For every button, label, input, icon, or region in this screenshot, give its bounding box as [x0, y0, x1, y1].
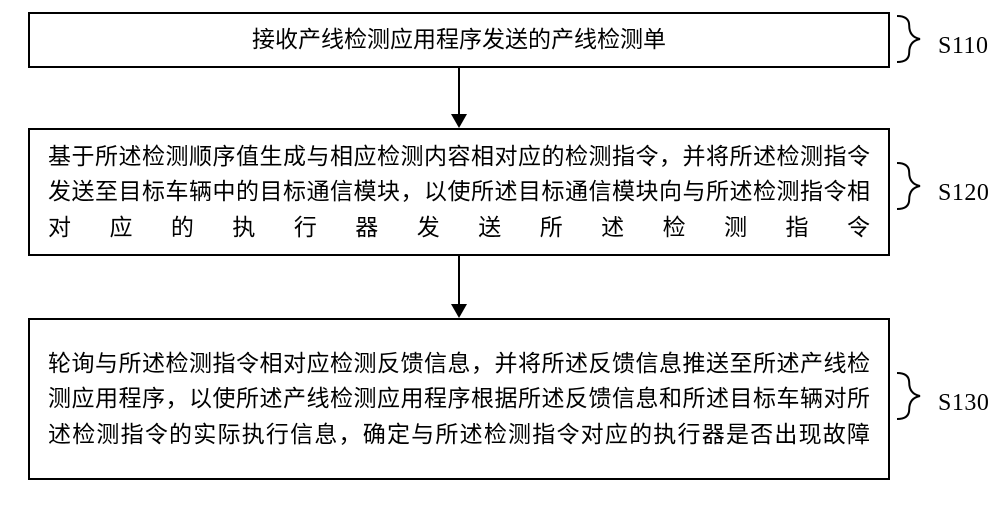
- step-text-s130: 轮询与所述检测指令相对应检测反馈信息，并将所述反馈信息推送至所述产线检测应用程序…: [48, 346, 870, 453]
- step-box-s130: 轮询与所述检测指令相对应检测反馈信息，并将所述反馈信息推送至所述产线检测应用程序…: [28, 318, 890, 480]
- curly-brace-s120: [896, 162, 922, 212]
- step-label-s120: S120: [938, 180, 989, 207]
- step-label-s130: S130: [938, 390, 989, 417]
- flowchart-canvas: 接收产线检测应用程序发送的产线检测单 S110 基于所述检测顺序值生成与相应检测…: [0, 0, 1000, 509]
- curly-brace-s110: [896, 15, 922, 65]
- arrow-s120-s130: [443, 256, 475, 319]
- step-box-s110: 接收产线检测应用程序发送的产线检测单: [28, 12, 890, 68]
- arrow-s110-s120: [443, 68, 475, 129]
- step-text-s120: 基于所述检测顺序值生成与相应检测内容相对应的检测指令，并将所述检测指令发送至目标…: [48, 139, 870, 246]
- step-label-s110: S110: [938, 33, 988, 60]
- curly-brace-s130: [896, 372, 922, 422]
- step-box-s120: 基于所述检测顺序值生成与相应检测内容相对应的检测指令，并将所述检测指令发送至目标…: [28, 128, 890, 256]
- step-text-s110: 接收产线检测应用程序发送的产线检测单: [48, 22, 870, 58]
